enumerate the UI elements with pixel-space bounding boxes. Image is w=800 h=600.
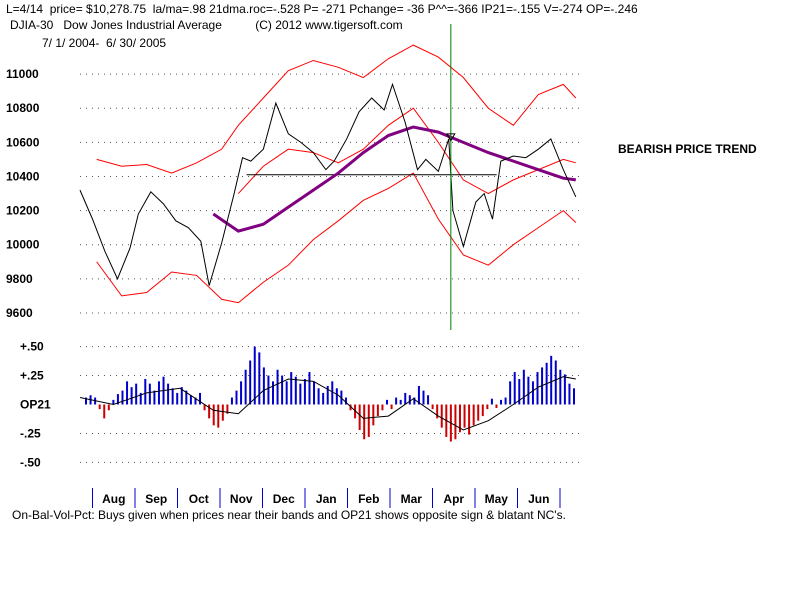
trend-label: BEARISH PRICE TREND <box>618 142 757 156</box>
month-label-sep: Sep <box>145 492 167 506</box>
sell-arrow-icon <box>445 133 456 142</box>
month-label-nov: Nov <box>230 492 253 506</box>
status-line: L=4/14 price= $10,278.75 la/ma=.98 21dma… <box>6 2 638 16</box>
osc-y-tick-2: OP21 <box>20 398 51 412</box>
month-label-oct: Oct <box>189 492 209 506</box>
price-line <box>79 82 577 286</box>
osc-average-line <box>79 376 576 431</box>
chart-title: DJIA-30 Dow Jones Industrial Average (C)… <box>10 18 403 32</box>
month-label-mar: Mar <box>401 492 423 506</box>
price-y-tick-10600: 10600 <box>6 135 40 149</box>
osc-y-tick-0: +.50 <box>20 340 44 354</box>
band-line-1 <box>96 44 577 174</box>
osc-y-tick-1: +.25 <box>20 369 44 383</box>
price-y-tick-11000: 11000 <box>6 67 39 81</box>
price-y-tick-10200: 10200 <box>6 204 40 218</box>
osc-y-tick-3: -.25 <box>20 426 41 440</box>
band-line-3 <box>96 172 577 304</box>
month-label-apr: Apr <box>443 492 464 506</box>
price-y-tick-9800: 9800 <box>6 272 33 286</box>
month-label-jan: Jan <box>316 492 337 506</box>
footer-note: On-Bal-Vol-Pct: Buys given when prices n… <box>12 508 566 522</box>
month-label-may: May <box>485 492 509 506</box>
date-range: 7/ 1/ 2004- 6/ 30/ 2005 <box>42 36 167 50</box>
month-label-feb: Feb <box>358 492 379 506</box>
price-y-tick-10800: 10800 <box>6 101 40 115</box>
month-label-aug: Aug <box>102 492 125 506</box>
price-y-tick-10000: 10000 <box>6 238 40 252</box>
price-y-tick-9600: 9600 <box>6 306 33 320</box>
price-y-tick-10400: 10400 <box>6 169 40 183</box>
osc-y-tick-4: -.50 <box>20 455 41 469</box>
month-label-jun: Jun <box>528 492 549 506</box>
band-line-2 <box>237 107 576 195</box>
moving-average-line <box>212 125 577 233</box>
month-label-dec: Dec <box>273 492 295 506</box>
